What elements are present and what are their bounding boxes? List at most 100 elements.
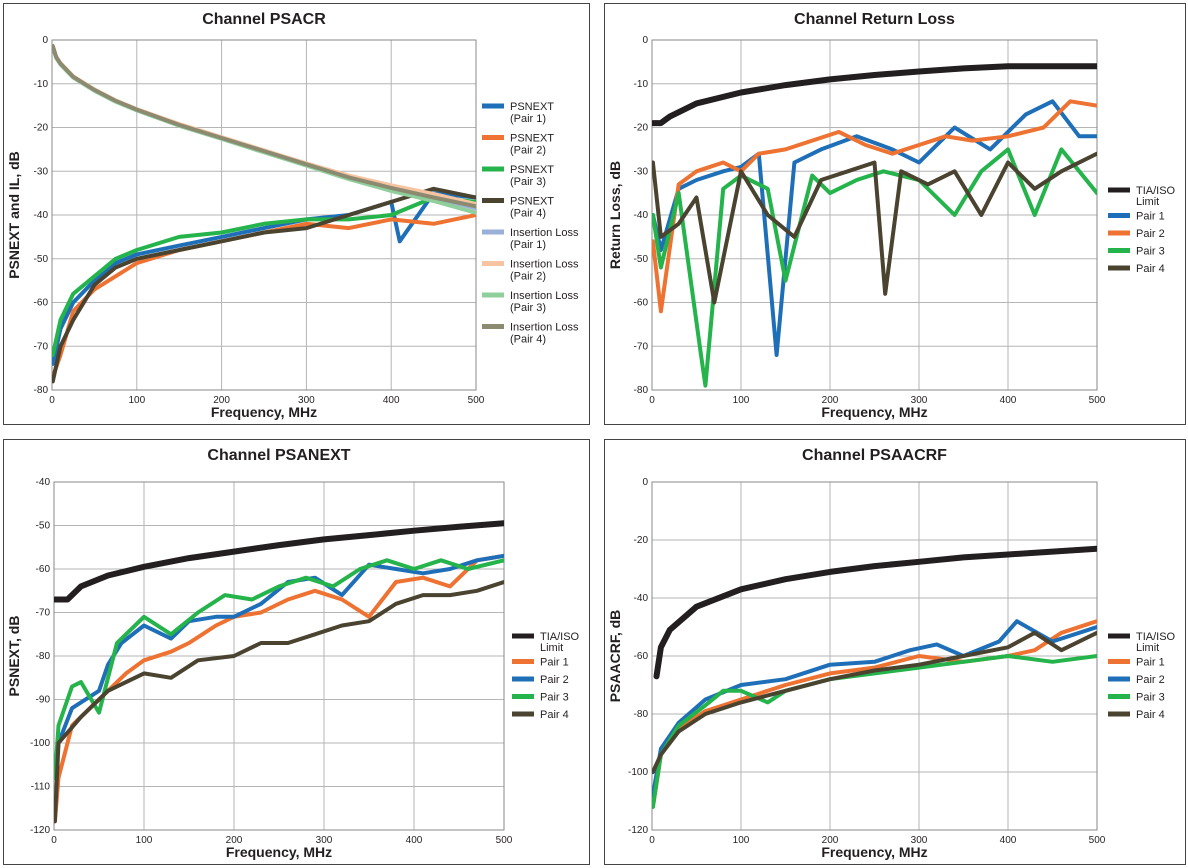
- legend-label-insertion-loss-pair-1: Insertion Loss (Pair 1): [510, 227, 579, 251]
- legend-label-psnext-pair-4: PSNEXT (Pair 4): [510, 196, 554, 220]
- y-tick-label: -30: [34, 166, 49, 177]
- y-tick-label: -60: [34, 298, 49, 309]
- legend-label-pair-1: Pair 1: [1136, 211, 1165, 223]
- legend-label-line: Limit: [1136, 196, 1159, 208]
- legend-label-line: Insertion Loss: [510, 322, 579, 334]
- legend-label-line: Pair 4: [1136, 709, 1165, 721]
- x-tick-label: 300: [298, 395, 315, 406]
- series-line-psnext-pair-1: [52, 191, 476, 366]
- legend-label-line: (Pair 4): [510, 208, 546, 220]
- y-tick-label: -80: [634, 709, 649, 720]
- y-tick-label: -100: [30, 738, 50, 749]
- y-tick-label: -70: [34, 341, 49, 352]
- legend-label-line: Pair 3: [1136, 246, 1165, 258]
- x-axis-label: Frequency, MHz: [821, 404, 927, 420]
- series-line-pair-4: [652, 630, 1097, 774]
- chart-title: Channel PSAACRF: [802, 447, 947, 464]
- y-tick-label: 0: [642, 477, 648, 488]
- y-tick-label: -40: [634, 593, 649, 604]
- x-tick-label: 500: [1089, 835, 1106, 846]
- y-tick-label: -100: [628, 767, 648, 778]
- x-tick-label: 0: [51, 835, 57, 846]
- series-line-pair-3: [652, 654, 1097, 809]
- legend-label-line: Pair 2: [540, 674, 569, 686]
- x-tick-label: 100: [733, 835, 750, 846]
- series-line-insertion-loss-pair-2: [52, 43, 476, 207]
- legend-label-tia-iso-limit: TIA/ISO Limit: [1136, 185, 1176, 208]
- series-line-psnext-pair-3: [52, 195, 476, 357]
- legend-label-line: Pair 2: [1136, 228, 1165, 240]
- y-tick-label: 0: [642, 35, 648, 46]
- series-line-tia-iso-limit: [54, 520, 504, 603]
- series-group: [52, 43, 476, 384]
- y-tick-label: -60: [634, 651, 649, 662]
- legend-label-pair-4: Pair 4: [540, 709, 569, 721]
- y-tick-label: -80: [34, 385, 49, 396]
- x-tick-label: 0: [649, 395, 655, 406]
- x-tick-label: 300: [911, 395, 928, 406]
- series-line-pair-1: [652, 99, 1097, 357]
- series-line-pair-4: [652, 151, 1097, 305]
- legend-label-line: Pair 2: [1136, 674, 1165, 686]
- y-tick-label: -60: [634, 298, 649, 309]
- legend-label-line: PSNEXT: [510, 164, 554, 176]
- y-axis-label: PSAACRF, dB: [607, 610, 623, 703]
- chart-title: Channel PSANEXT: [207, 447, 350, 464]
- legend-label-psnext-pair-3: PSNEXT (Pair 3): [510, 164, 554, 188]
- y-tick-label: -20: [634, 123, 649, 134]
- legend-label-psnext-pair-1: PSNEXT (Pair 1): [510, 101, 554, 125]
- y-tick-label: -80: [36, 651, 51, 662]
- x-tick-label: 400: [1000, 835, 1017, 846]
- legend-label-line: Pair 1: [1136, 211, 1165, 223]
- legend-label-line: Pair 4: [540, 709, 569, 721]
- y-tick-label: -40: [34, 210, 49, 221]
- y-tick-label: -70: [634, 341, 649, 352]
- x-tick-label: 200: [822, 835, 839, 846]
- y-tick-label: -10: [634, 79, 649, 90]
- x-tick-label: 300: [316, 835, 333, 846]
- legend-label-pair-3: Pair 3: [1136, 692, 1165, 704]
- legend-label-tia-iso-limit: TIA/ISO Limit: [1136, 631, 1176, 654]
- y-tick-label: -120: [30, 825, 50, 836]
- legend-label-pair-2: Pair 2: [1136, 674, 1165, 686]
- x-axis-label: Frequency, MHz: [821, 844, 927, 860]
- y-tick-label: -20: [34, 123, 49, 134]
- plot-area-frame: [53, 481, 505, 831]
- x-axis-label: Frequency, MHz: [226, 844, 332, 860]
- legend-label-line: Insertion Loss: [510, 290, 579, 302]
- series-line-psnext-pair-4: [52, 186, 476, 384]
- x-tick-label: 300: [911, 835, 928, 846]
- chart-title: Channel Return Loss: [794, 11, 955, 28]
- legend-label-pair-3: Pair 3: [540, 692, 569, 704]
- chart-svg-return-loss: Channel Return Loss 0 100 200 300 400 500 0 -10 -…: [607, 11, 1176, 420]
- y-tick-label: -50: [634, 254, 649, 265]
- series-line-pair-2: [54, 553, 504, 780]
- y-tick-label: -60: [36, 564, 51, 575]
- legend-label-pair-1: Pair 1: [1136, 657, 1165, 669]
- legend-label-line: Pair 1: [540, 657, 569, 669]
- legend-label-line: (Pair 4): [510, 334, 546, 346]
- x-tick-label: 100: [128, 395, 145, 406]
- legend-label-line: Pair 3: [1136, 692, 1165, 704]
- legend-label-line: Pair 4: [1136, 263, 1165, 275]
- series-line-tia-iso-limit: [653, 545, 1097, 680]
- legend-label-line: Pair 3: [540, 692, 569, 704]
- chart-title: Channel PSACR: [202, 11, 326, 28]
- legend-label-insertion-loss-pair-4: Insertion Loss (Pair 4): [510, 322, 579, 346]
- series-line-insertion-loss-pair-4: [52, 44, 476, 209]
- legend-label-insertion-loss-pair-3: Insertion Loss (Pair 3): [510, 290, 579, 314]
- x-tick-label: 100: [733, 395, 750, 406]
- series-line-pair-2: [652, 99, 1097, 314]
- legend-label-line: PSNEXT: [510, 101, 554, 113]
- legend-label-pair-1: Pair 1: [540, 657, 569, 669]
- series-group: [652, 545, 1097, 809]
- y-tick-label: -10: [34, 79, 49, 90]
- legend-label-line: TIA/ISO: [540, 631, 580, 643]
- x-tick-label: 500: [1089, 395, 1106, 406]
- legend-label-pair-2: Pair 2: [540, 674, 569, 686]
- x-tick-label: 400: [1000, 395, 1017, 406]
- legend-label-line: Insertion Loss: [510, 259, 579, 271]
- y-axis-label: PSNEXT, dB: [6, 616, 22, 697]
- legend-label-line: Pair 1: [1136, 657, 1165, 669]
- legend-label-pair-3: Pair 3: [1136, 246, 1165, 258]
